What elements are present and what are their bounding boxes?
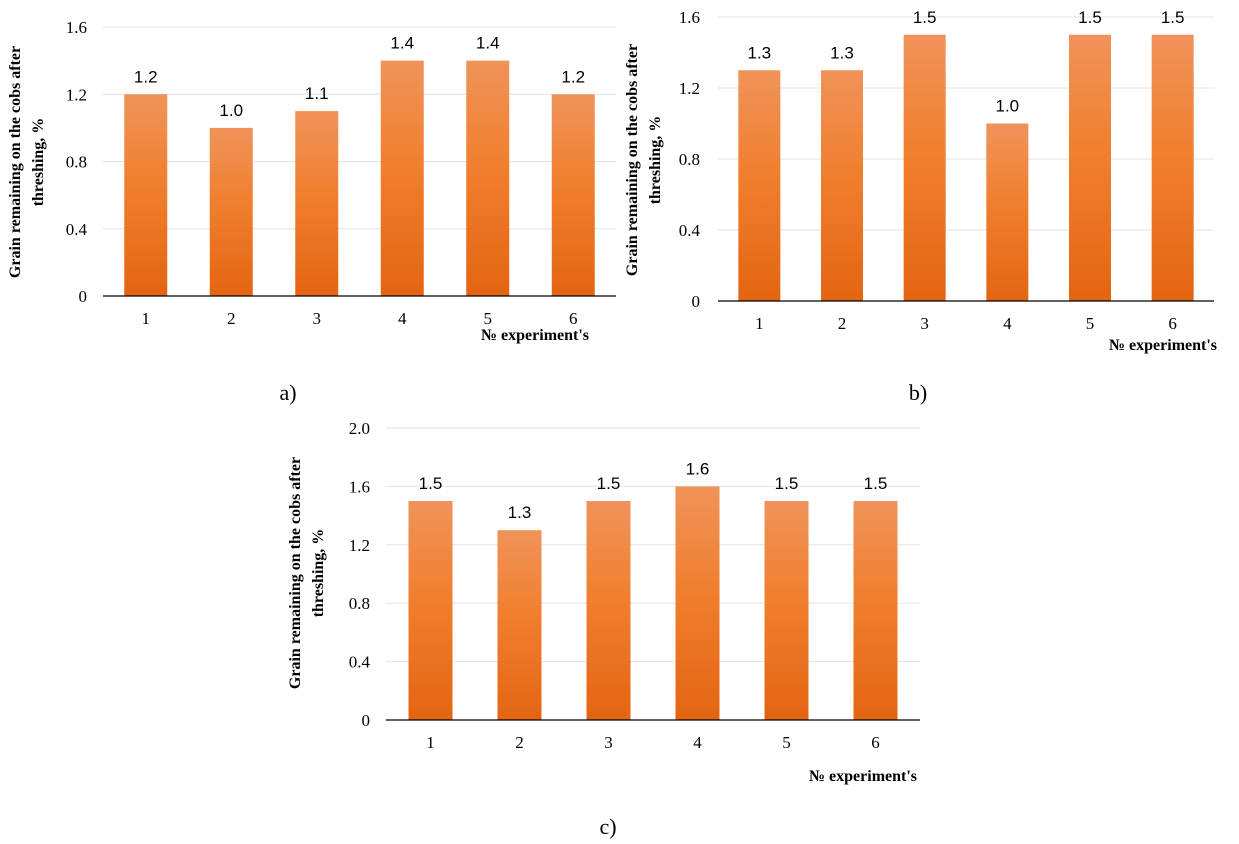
y-tick-label: 0.8 [349,594,370,613]
data-label: 1.0 [219,101,243,120]
bar [1069,34,1111,301]
bar [295,111,339,296]
panel-label: c) [599,814,616,839]
y-tick-label: 1.2 [679,79,700,98]
chart-b: 1.3 1.3 1.5 1.0 1.5 1.5 0 0.4 0.8 1.2 1.6 1 2 3 4 5 6 G… [624,8,1217,405]
x-tick-label: 3 [604,733,613,752]
data-label: 1.4 [476,34,500,53]
bar [821,70,863,301]
x-tick-label: 5 [1086,314,1095,333]
x-tick-label: 1 [426,733,435,752]
data-label: 1.2 [561,67,585,86]
x-axis-title: № experiment's [809,768,917,785]
data-label: 1.3 [830,43,854,62]
y-tick-label: 1.6 [679,8,700,27]
y-axis-title-line2: threshing, % [647,116,664,205]
x-tick-label: 4 [398,309,407,328]
y-tick-label: 1.6 [349,477,370,496]
y-tick-label: 0.4 [679,221,701,240]
data-label: 1.5 [419,474,443,493]
y-tick-label: 0 [692,292,701,311]
bar [124,94,168,296]
x-tick-label: 5 [782,733,791,752]
y-tick-label: 0.8 [679,150,700,169]
x-tick-label: 6 [871,733,880,752]
x-axis-title: № experiment's [481,327,589,344]
bar [853,501,898,720]
bar [551,94,595,296]
y-axis-title-line1: Grain remaining on the cobs after [287,457,304,689]
y-tick-label: 0.8 [66,153,87,172]
x-tick-label: 2 [227,309,236,328]
bar [1151,34,1194,301]
bar [209,127,253,296]
data-label: 1.1 [305,84,329,103]
x-tick-label: 3 [313,309,322,328]
bar [466,60,510,296]
y-tick-label: 1.6 [66,18,87,37]
bar [675,486,720,720]
y-tick-label: 2.0 [349,419,370,438]
x-tick-label: 6 [569,309,578,328]
y-axis-title-line2: threshing, % [30,118,47,207]
x-tick-label: 3 [920,314,929,333]
data-label: 1.5 [1078,8,1102,27]
chart-a: 1.2 1.0 1.1 1.4 1.4 1.2 0 0.4 0.8 1.2 1.6 1 2 3 4 5 6 G… [7,18,616,405]
y-tick-label: 0 [79,287,88,306]
bar [380,60,424,296]
bar [903,34,946,301]
bar [764,501,809,720]
bar [738,70,781,301]
data-label: 1.5 [775,474,799,493]
bar [497,530,542,720]
data-label: 1.4 [390,34,414,53]
x-tick-label: 4 [693,733,702,752]
x-axis-title: № experiment's [1109,337,1217,354]
y-tick-label: 1.2 [349,536,370,555]
y-tick-label: 0.4 [66,220,88,239]
x-tick-label: 1 [755,314,764,333]
y-axis-title-line1: Grain remaining on the cobs after [624,44,641,276]
data-label: 1.6 [686,459,710,478]
bar [408,501,453,720]
bar [586,501,631,720]
data-label: 1.5 [1161,8,1185,27]
data-label: 1.5 [597,474,621,493]
bar [986,123,1029,301]
panel-label: b) [909,380,927,405]
data-label: 1.5 [913,8,937,27]
panel-label: a) [279,380,296,405]
data-label: 1.5 [864,474,888,493]
x-tick-label: 4 [1003,314,1012,333]
y-tick-label: 0.4 [349,653,371,672]
data-label: 1.3 [748,43,772,62]
x-tick-label: 5 [484,309,493,328]
data-label: 1.2 [134,67,158,86]
y-tick-label: 1.2 [66,85,87,104]
y-axis-title-line1: Grain remaining on the cobs after [7,46,24,278]
chart-c: 1.5 1.3 1.5 1.6 1.5 1.5 0 0.4 0.8 1.2 1.6 2.0 1 2 3 4 5… [287,419,920,839]
x-tick-label: 1 [142,309,151,328]
data-label: 1.0 [996,97,1020,116]
x-tick-label: 6 [1168,314,1177,333]
x-tick-label: 2 [838,314,847,333]
x-tick-label: 2 [515,733,524,752]
data-label: 1.3 [508,503,532,522]
y-tick-label: 0 [362,711,371,730]
y-axis-title-line2: threshing, % [310,529,327,618]
